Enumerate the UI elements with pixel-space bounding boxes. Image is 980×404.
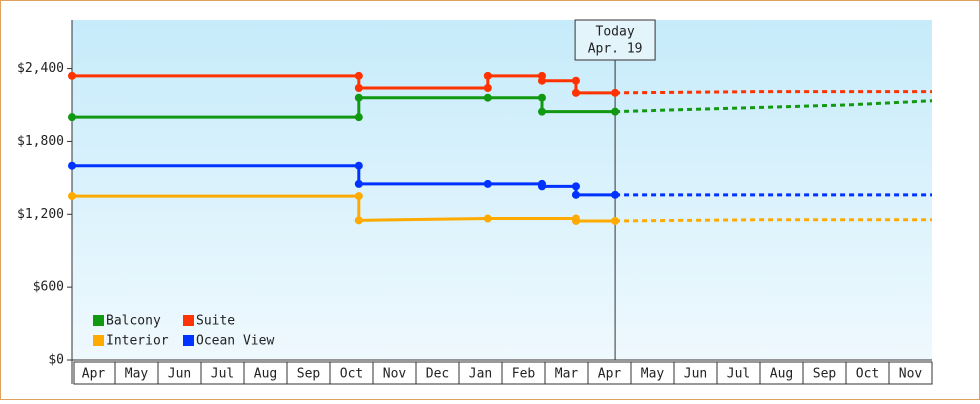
y-tick-label: $2,400 [17,61,64,76]
today-label: Apr. 19 [588,42,643,57]
price-point [611,216,620,225]
price-point [537,182,546,191]
price-point [537,76,546,85]
y-tick-label: $0 [48,353,64,368]
y-tick-label: $1,200 [17,207,64,222]
price-point [68,113,76,122]
price-point [611,107,620,116]
price-point [354,192,363,201]
price-point [354,84,363,92]
price-point [571,216,580,225]
legend-label: Ocean View [196,334,274,349]
price-point [354,179,363,188]
x-tick-label: Aug [770,367,793,382]
legend-label: Suite [196,314,235,329]
legend-swatch [93,335,104,346]
price-point [483,179,492,188]
x-tick-label: May [641,367,665,382]
price-point [483,214,492,223]
x-tick-label: Jun [168,367,191,382]
price-point [611,88,620,97]
price-point [537,93,546,102]
legend-swatch [183,315,194,326]
x-tick-label: Apr [598,367,622,382]
legend-swatch [93,315,104,326]
legend-label: Interior [106,334,169,349]
x-tick-label: Jun [684,367,707,382]
price-point [68,161,76,170]
x-tick-label: Nov [899,367,923,382]
x-tick-label: Feb [512,367,536,382]
price-point [68,192,76,201]
price-line [72,74,616,95]
x-tick-label: Aug [254,367,277,382]
y-tick-label: $1,800 [17,134,64,149]
x-tick-label: Oct [856,367,879,382]
price-point [571,76,580,85]
x-tick-label: Dec [426,367,449,382]
price-point [571,190,580,199]
forecast-line [615,90,932,95]
price-point [483,93,492,102]
forecast-line [615,218,932,223]
today-label: Today [596,25,635,40]
x-tick-label: Jul [211,367,234,382]
x-tick-label: Apr [82,367,106,382]
x-tick-label: Jan [469,367,492,382]
plot-area [72,20,932,360]
price-point [354,216,363,225]
x-tick-label: May [125,367,149,382]
price-point [354,113,363,122]
y-tick-label: $600 [33,280,64,295]
price-point [68,71,76,80]
x-tick-label: Nov [383,367,407,382]
x-tick-label: Sep [297,367,321,382]
forecast-line [615,99,933,114]
x-tick-label: Oct [340,367,363,382]
price-point [354,161,363,170]
x-tick-label: Sep [813,367,837,382]
today-box [574,19,656,61]
price-point [483,84,492,92]
price-point [611,190,620,199]
price-point [483,71,492,80]
price-point [571,182,580,191]
legend-swatch [183,335,194,346]
price-point [571,88,580,97]
x-tick-label: Jul [727,367,750,382]
x-tick-label: Mar [555,367,579,382]
price-point [537,107,546,116]
legend-label: Balcony [106,314,161,329]
price-point [354,93,363,102]
price-point [354,71,363,80]
